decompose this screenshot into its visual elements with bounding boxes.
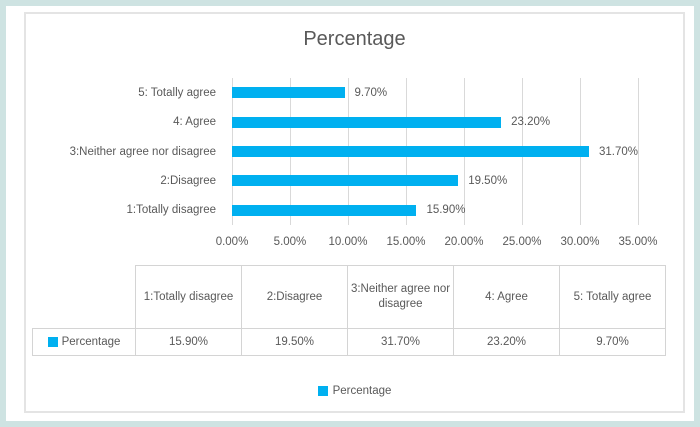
data-table-column-header: 5: Totally agree (559, 265, 666, 329)
data-table-column-header: 2:Disagree (241, 265, 348, 329)
category-label: 2:Disagree (160, 174, 216, 187)
data-table-value: 19.50% (241, 328, 348, 356)
category-label: 3:Neither agree nor disagree (69, 145, 216, 158)
x-tick-label: 35.00% (618, 236, 658, 248)
bar-series: 9.70% 23.20% 31.70% 19.50% 15.90% (232, 78, 638, 225)
bar-totally-disagree (232, 204, 417, 216)
bar-agree (232, 116, 502, 128)
bar-row: 9.70% (232, 78, 638, 107)
category-label: 4: Agree (173, 116, 216, 129)
category-label: 5: Totally agree (138, 86, 216, 99)
bar-value-label: 19.50% (468, 174, 508, 187)
legend-label: Percentage (332, 385, 392, 397)
bar-neither (232, 146, 589, 158)
x-tick-label: 30.00% (560, 236, 600, 248)
data-table-value: 31.70% (347, 328, 454, 356)
bar-row: 31.70% (232, 137, 638, 166)
data-table-column-header: 1:Totally disagree (135, 265, 242, 329)
x-tick-label: 25.00% (502, 236, 542, 248)
category-label: 1:Totally disagree (126, 204, 217, 217)
bar-disagree (232, 175, 459, 187)
x-tick-label: 0.00% (215, 236, 249, 248)
data-table-value-row: Percentage 15.90% 19.50% 31.70% 23.20% 9… (32, 328, 666, 356)
plot-area: 9.70% 23.20% 31.70% 19.50% 15.90% (232, 78, 639, 225)
data-table-corner-cell (33, 266, 136, 329)
data-table-value: 9.70% (559, 328, 666, 356)
x-tick-label: 20.00% (444, 236, 484, 248)
x-tick-label: 10.00% (328, 236, 368, 248)
bar-value-label: 31.70% (598, 145, 638, 158)
bar-value-label: 9.70% (354, 86, 388, 99)
chart-title: Percentage (303, 28, 406, 50)
data-table-column-header: 4: Agree (453, 265, 560, 329)
series-swatch-icon (47, 337, 58, 347)
bar-value-label: 23.20% (511, 116, 551, 129)
gridline (638, 78, 639, 225)
data-table-value: 23.20% (453, 328, 560, 356)
bar-row: 23.20% (232, 107, 638, 136)
x-axis: 0.00% 5.00% 10.00% 15.00% 20.00% 25.00% … (216, 236, 658, 251)
bar-row: 15.90% (232, 196, 638, 225)
data-table-value: 15.90% (135, 328, 242, 356)
data-table-column-header: 3:Neither agree nor disagree (347, 265, 454, 329)
bar-value-label: 15.90% (426, 204, 466, 217)
bar-totally-agree (232, 87, 345, 99)
series-name: Percentage (61, 335, 121, 348)
bar-row: 19.50% (232, 166, 638, 195)
data-table: 1:Totally disagree 2:Disagree 3:Neither … (32, 265, 666, 356)
data-table-row-header: Percentage (32, 328, 136, 356)
legend-swatch-icon (317, 386, 328, 396)
x-tick-label: 15.00% (386, 236, 426, 248)
x-tick-label: 5.00% (273, 236, 307, 248)
chart-card: Percentage 5: Totally agree 4: Agree 3:N… (24, 12, 685, 413)
data-table-header-row: 1:Totally disagree 2:Disagree 3:Neither … (33, 265, 666, 329)
category-axis: 5: Totally agree 4: Agree 3:Neither agre… (26, 78, 216, 225)
legend: Percentage (26, 385, 683, 397)
